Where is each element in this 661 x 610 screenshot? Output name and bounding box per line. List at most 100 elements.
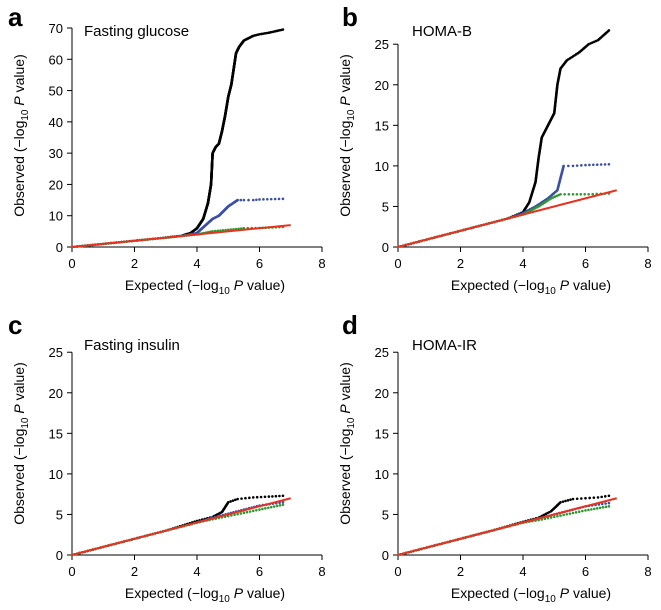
data-point bbox=[574, 511, 578, 514]
y-axis-label-pre: Observed (−log bbox=[11, 429, 27, 525]
series-all_snps bbox=[70, 28, 285, 249]
data-point bbox=[566, 499, 570, 502]
data-point bbox=[278, 494, 281, 498]
data-point bbox=[579, 192, 583, 196]
data-point bbox=[278, 504, 282, 507]
null-expectation-line bbox=[397, 497, 618, 556]
x-axis-label-italic: P bbox=[230, 277, 244, 293]
x-tick-label: 6 bbox=[582, 564, 589, 579]
y-axis-label-pre: Observed (−log bbox=[337, 429, 353, 525]
y-tick-label: 20 bbox=[375, 78, 389, 93]
data-point bbox=[242, 198, 246, 202]
x-axis-label-italic: P bbox=[556, 277, 570, 293]
data-point bbox=[588, 496, 591, 500]
x-axis-label-pre: Expected (−log bbox=[451, 277, 545, 293]
data-point bbox=[601, 506, 605, 509]
x-tick-label: 8 bbox=[318, 256, 325, 271]
x-axis-label-post: value) bbox=[569, 585, 611, 601]
data-point bbox=[607, 494, 611, 498]
x-axis-label-pre: Expected (−log bbox=[451, 585, 545, 601]
data-point bbox=[247, 198, 250, 202]
x-tick-label: 2 bbox=[131, 564, 138, 579]
data-point bbox=[595, 507, 599, 510]
data-point bbox=[581, 509, 584, 513]
data-point bbox=[271, 495, 274, 498]
data-point bbox=[273, 197, 277, 201]
x-tick-label: 4 bbox=[193, 564, 200, 579]
data-point bbox=[236, 497, 239, 501]
data-point bbox=[242, 511, 246, 515]
x-tick-label: 2 bbox=[131, 256, 138, 271]
y-tick-label: 0 bbox=[382, 548, 389, 563]
data-point bbox=[233, 513, 236, 517]
data-point bbox=[255, 508, 258, 512]
x-tick-label: 8 bbox=[644, 256, 651, 271]
x-tick-label: 2 bbox=[457, 256, 464, 271]
data-point bbox=[269, 505, 273, 509]
data-point bbox=[568, 512, 572, 515]
data-point bbox=[559, 500, 562, 504]
series-excluding_known_1 bbox=[396, 501, 611, 557]
data-point bbox=[590, 508, 593, 511]
x-axis-label: Expected (−log10 P value) bbox=[451, 277, 611, 297]
data-point bbox=[281, 197, 285, 201]
data-point bbox=[571, 497, 575, 501]
x-tick-label: 6 bbox=[256, 256, 263, 271]
data-point bbox=[607, 29, 611, 32]
y-axis-label-italic: P bbox=[11, 96, 27, 110]
chart-title: HOMA-IR bbox=[412, 337, 477, 354]
data-point bbox=[562, 513, 565, 517]
data-point bbox=[281, 494, 285, 498]
y-tick-label: 20 bbox=[375, 386, 389, 401]
y-axis-label-pre: Observed (−log bbox=[11, 121, 27, 217]
x-axis-label-sub: 10 bbox=[545, 286, 557, 297]
series-excluding_known_2 bbox=[396, 505, 611, 557]
y-tick-label: 10 bbox=[49, 467, 63, 482]
data-point bbox=[267, 495, 271, 498]
data-point bbox=[580, 497, 583, 500]
chart-title: Fasting glucose bbox=[84, 23, 189, 40]
y-axis-label-italic: P bbox=[337, 404, 353, 418]
data-point bbox=[577, 510, 581, 513]
chart-title: HOMA-B bbox=[412, 23, 472, 40]
data-point bbox=[281, 503, 285, 507]
x-axis-label: Expected (−log10 P value) bbox=[125, 277, 285, 297]
x-axis-label: Expected (−log10 P value) bbox=[125, 585, 285, 605]
data-point bbox=[567, 192, 571, 196]
data-point bbox=[592, 496, 596, 499]
y-axis-label-post: value) bbox=[337, 362, 353, 404]
y-tick-label: 10 bbox=[375, 159, 389, 174]
data-point bbox=[264, 507, 267, 510]
x-axis-label-pre: Expected (−log bbox=[125, 585, 219, 601]
data-point bbox=[236, 198, 239, 202]
x-tick-label: 0 bbox=[394, 256, 401, 271]
y-tick-label: 40 bbox=[49, 115, 63, 130]
y-tick-label: 5 bbox=[382, 199, 389, 214]
data-point bbox=[607, 505, 611, 508]
data-point bbox=[549, 516, 553, 519]
data-point bbox=[600, 495, 603, 499]
data-point bbox=[251, 496, 255, 499]
data-point bbox=[600, 502, 604, 506]
data-point bbox=[587, 192, 590, 196]
data-point bbox=[575, 497, 579, 501]
data-point bbox=[244, 496, 247, 500]
data-point bbox=[561, 500, 565, 503]
y-tick-label: 10 bbox=[375, 467, 389, 482]
x-tick-label: 2 bbox=[457, 564, 464, 579]
data-point bbox=[272, 505, 276, 508]
data-point bbox=[239, 198, 243, 202]
data-point bbox=[240, 497, 243, 500]
data-point bbox=[546, 516, 550, 520]
data-point bbox=[598, 506, 602, 510]
y-axis-label-post: value) bbox=[337, 54, 353, 96]
x-axis-label-italic: P bbox=[556, 585, 570, 601]
x-tick-label: 4 bbox=[519, 256, 526, 271]
panel-letter: b bbox=[342, 2, 358, 32]
data-point bbox=[607, 162, 611, 166]
x-tick-label: 0 bbox=[394, 564, 401, 579]
x-tick-label: 4 bbox=[519, 564, 526, 579]
data-point bbox=[248, 496, 251, 500]
panel-letter: d bbox=[342, 310, 358, 340]
x-axis-label-post: value) bbox=[569, 277, 611, 293]
